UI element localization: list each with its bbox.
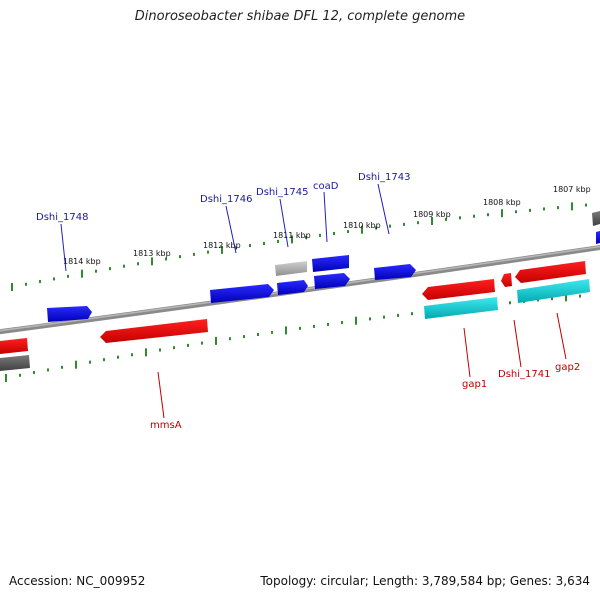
reverse-genes [0,261,590,371]
scale-label: 1809 kbp [413,210,451,219]
scale-label: 1810 kbp [343,221,381,230]
scale-label: 1812 kbp [203,241,241,250]
gene-pseudo[interactable] [592,211,600,226]
accession-text: Accession: NC_009952 [9,574,146,588]
scale-labels: 1807 kbp 1808 kbp 1809 kbp 1810 kbp 1811… [63,185,591,266]
gene-forward[interactable] [374,264,416,280]
gene-pseudo[interactable] [0,355,30,371]
forward-genes [47,211,600,322]
scale-label: 1807 kbp [553,185,591,194]
gene-label: Dshi_1748 [36,212,88,223]
map-title: Dinoroseobacter shibae DFL 12, complete … [134,9,466,24]
gene-reverse[interactable] [0,338,28,354]
gene-label: Dshi_1746 [200,194,252,205]
gene-reverse[interactable] [422,279,495,300]
scale-label: 1814 kbp [63,257,101,266]
gene-label: Dshi_1745 [256,187,308,198]
gene-reverse[interactable] [515,261,586,283]
scale-label: 1813 kbp [133,249,171,258]
scale-ticks-forward [11,202,587,291]
gene-forward[interactable] [596,231,600,244]
gene-label: gap1 [462,379,487,390]
gene-pseudo[interactable] [275,261,307,276]
reverse-labels: gap2 Dshi_1741 gap1 mmsA [150,312,580,431]
gene-reverse[interactable] [501,273,512,287]
gene-label: Dshi_1741 [498,369,550,380]
scale-label: 1808 kbp [483,198,521,207]
gene-rna[interactable] [517,279,590,303]
gene-reverse[interactable] [100,319,208,343]
gene-label: Dshi_1743 [358,172,410,183]
gene-label: gap2 [555,362,580,373]
gene-label: coaD [313,181,339,192]
gene-forward[interactable] [277,280,308,295]
forward-labels: Dshi_1743 coaD Dshi_1745 Dshi_1746 Dshi_… [36,172,410,272]
gene-forward[interactable] [210,284,274,303]
gene-forward[interactable] [47,306,92,322]
gene-forward[interactable] [312,255,349,272]
gene-forward[interactable] [314,273,350,289]
scale-label: 1811 kbp [273,231,311,240]
gene-rna[interactable] [424,297,498,319]
genome-summary: Topology: circular; Length: 3,789,584 bp… [260,574,590,588]
gene-label: mmsA [150,420,182,431]
